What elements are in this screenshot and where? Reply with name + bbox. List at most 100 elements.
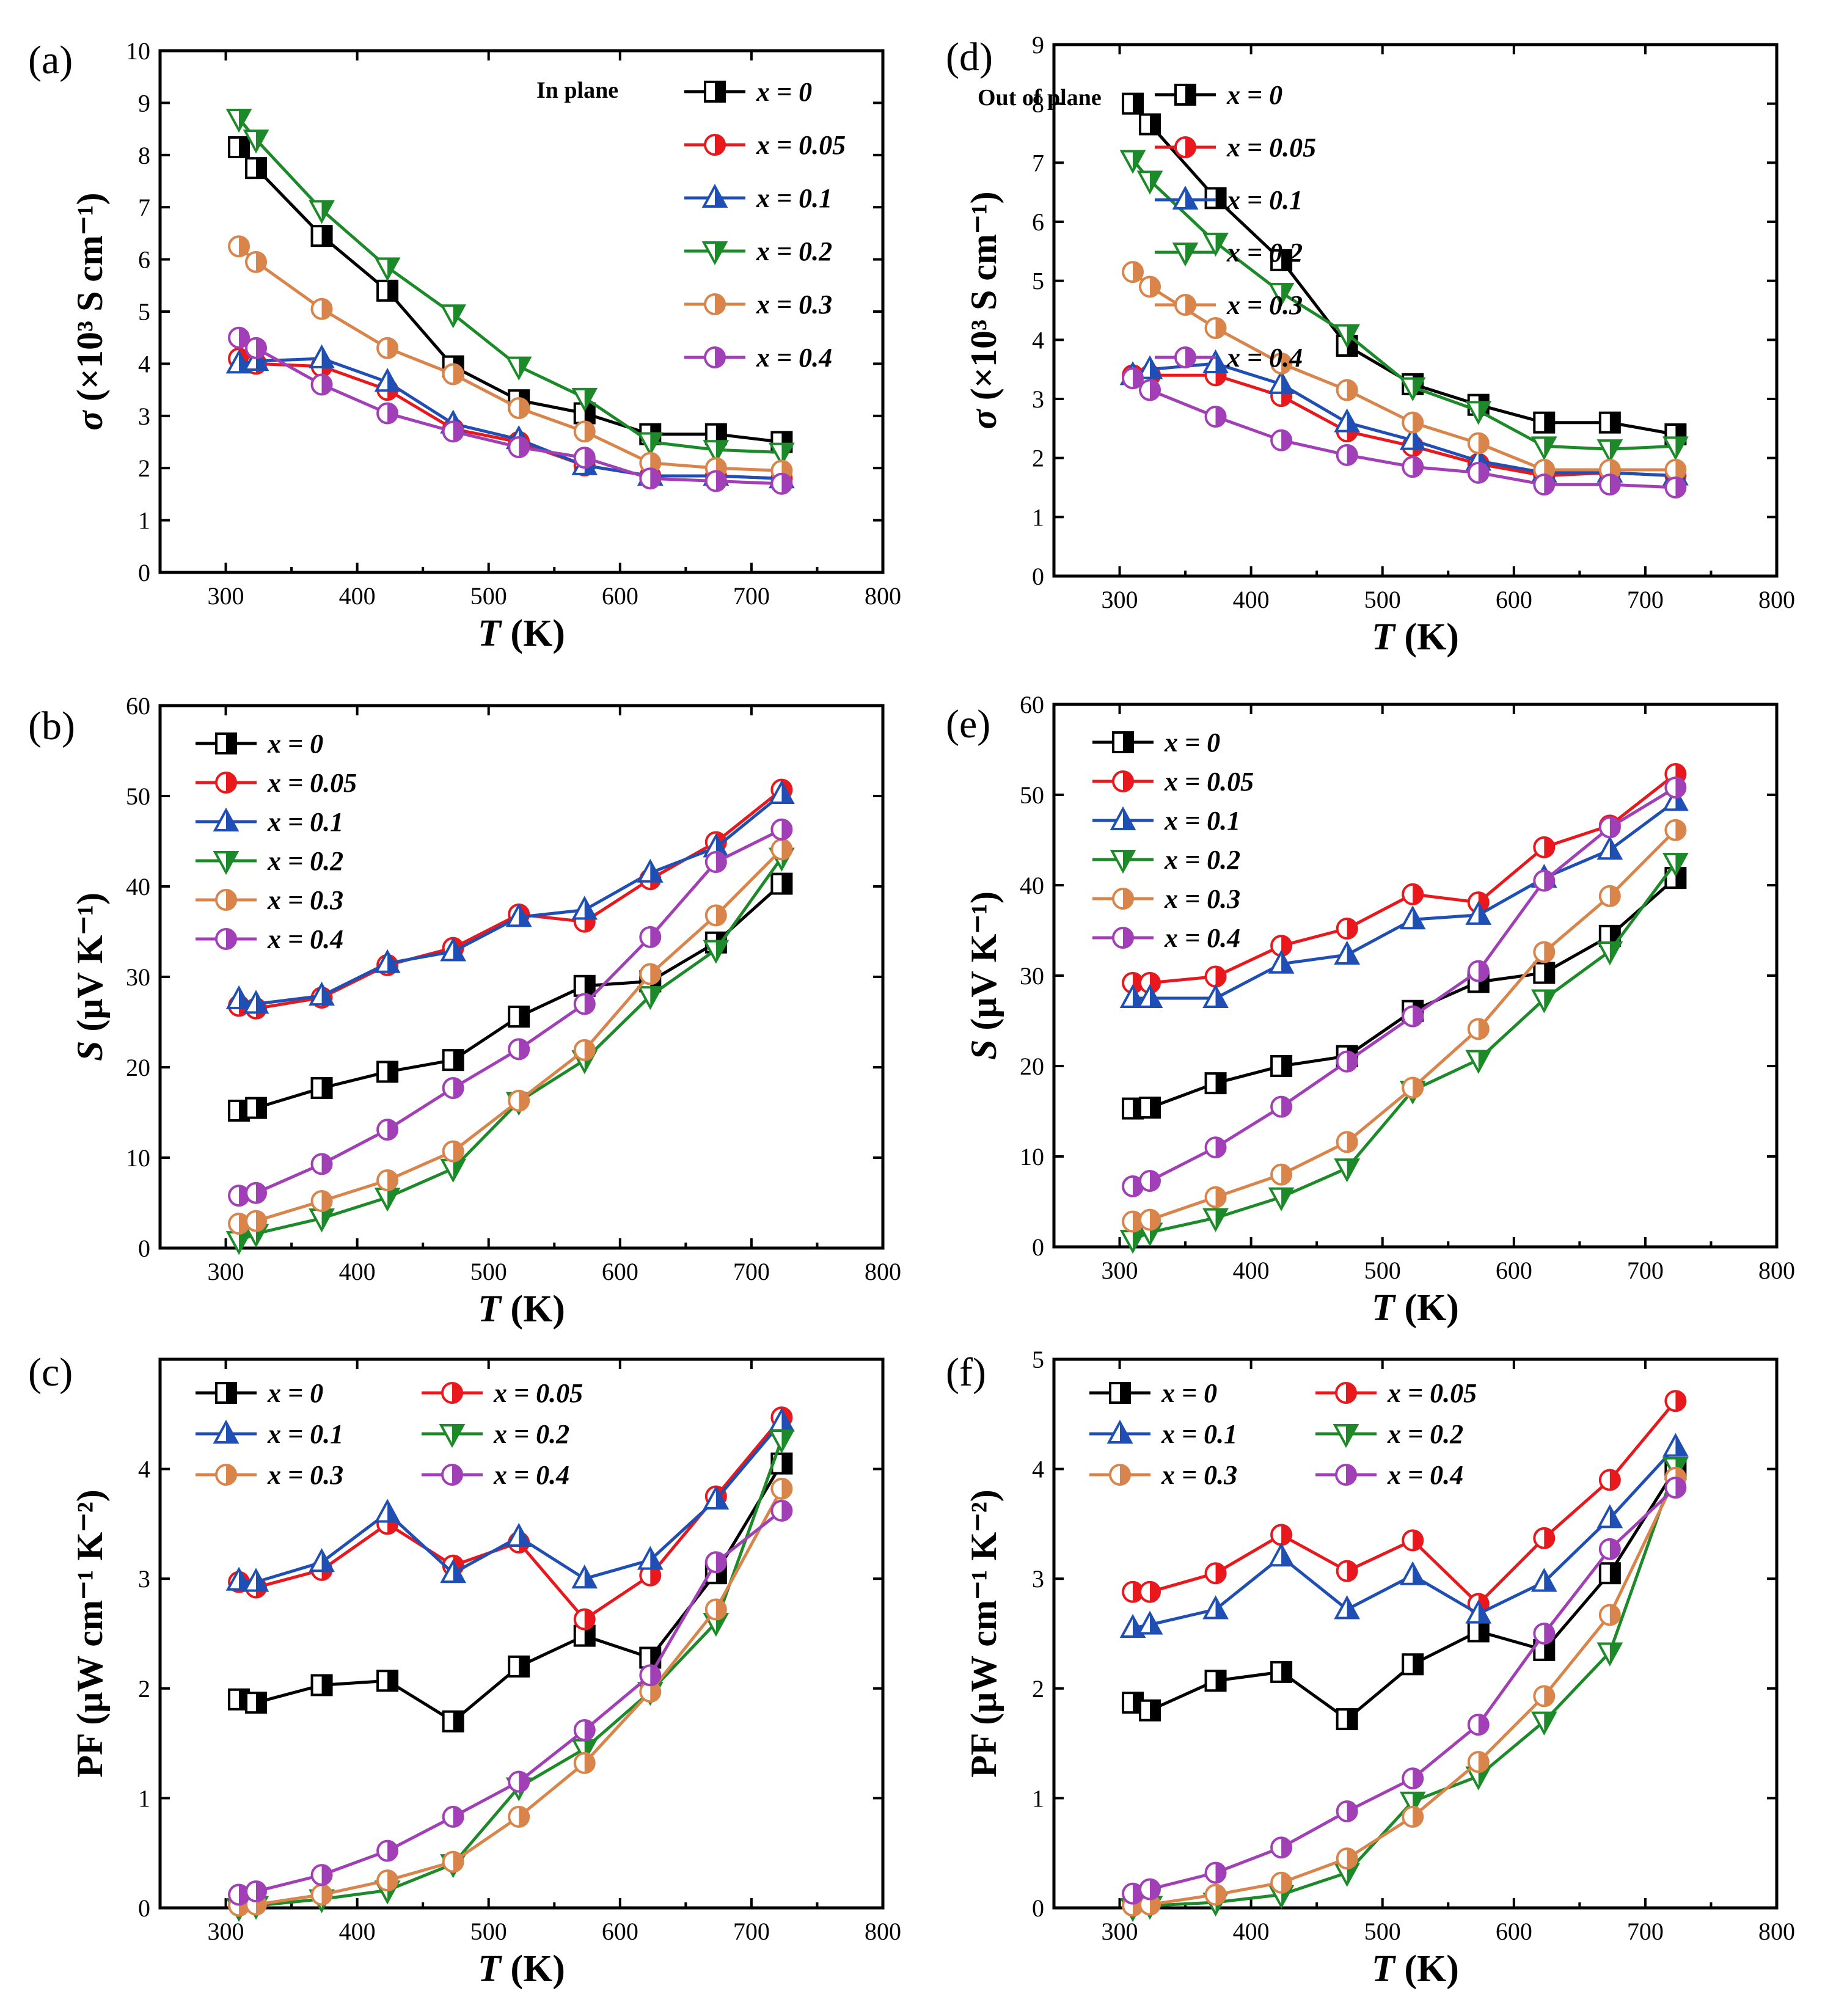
data-point [1119,1613,1146,1638]
data-point [1139,1878,1161,1901]
series-line [238,828,783,1197]
y-tick-label: 10 [126,1144,150,1172]
y-tick-label: 0 [138,1235,150,1262]
series-line [238,1488,783,1907]
legend-label: x = 0.1 [1226,185,1303,215]
y-tick-label: 30 [126,963,150,991]
data-point [376,1061,399,1083]
series-line [238,882,783,1112]
data-point [573,993,596,1015]
data-point [1598,1604,1621,1626]
series-line [238,1439,783,1910]
data-point [770,818,793,841]
legend-label: x = 0.1 [267,807,343,837]
data-point [245,250,268,273]
data-point [1268,283,1295,307]
legend-label: x = 0.2 [493,1419,569,1449]
data-point [1402,456,1424,478]
data-point [1268,1543,1295,1567]
legend-marker [1110,806,1136,830]
data-point [1596,941,1623,966]
data-point [1533,473,1556,496]
y-tick-label: 60 [1020,691,1044,718]
legend-item: x = 0 [196,1378,323,1408]
data-point [376,337,399,359]
legend-marker [1335,1464,1357,1486]
data-point [1139,1208,1161,1231]
x-tick-label: 700 [733,582,770,610]
data-point [442,363,464,385]
data-point [1533,869,1556,892]
series-line [1132,786,1677,1188]
y-tick-label: 0 [138,1894,150,1922]
legend-marker [441,1464,463,1486]
legend-marker [215,889,237,911]
y-tick-label: 1 [1032,1784,1044,1812]
data-point [243,990,269,1014]
y-tick-label: 20 [126,1054,150,1081]
chart-panel-f: (f) 300 400 500 600 700 800 0 1 2 3 4 5 T (K) PF (μW c… [946,1346,1795,1990]
data-point [1664,459,1687,481]
x-tick-label: 600 [1496,1918,1532,1945]
data-point [1533,411,1556,434]
data-point [1533,836,1556,858]
y-tick-label: 0 [138,559,150,586]
legend-marker [704,81,726,103]
legend-item: x = 0.2 [1092,845,1240,875]
y-tick-label: 2 [138,1675,150,1703]
data-point [1139,1169,1161,1192]
y-tick-label: 30 [1020,962,1044,990]
data-point [374,368,401,392]
data-point [1334,1158,1361,1183]
y-tick-label: 4 [1032,1456,1044,1483]
data-point [245,1210,268,1232]
data-point [1204,1861,1227,1884]
series-line [238,357,782,480]
series-line [238,336,782,486]
legend-label: x = 0.3 [267,885,343,915]
legend-item: x = 0 [684,77,812,107]
x-tick-label: 700 [1627,1257,1664,1284]
legend: x = 0 x = 0.05 x = 0.1 x = 0.2 x = 0.3 x = 0.… [1092,728,1254,953]
legend-item: x = 0.1 [1089,1419,1237,1449]
legend-marker [1112,731,1134,753]
panel-label: (a) [28,38,73,82]
legend-marker [1112,888,1134,910]
data-point [769,1430,795,1454]
y-tick-label: 2 [1032,1675,1044,1703]
data-point [1402,1005,1424,1028]
legend: x = 0 x = 0.05 x = 0.1 x = 0.2 x = 0.3 x = 0.… [196,1378,583,1490]
data-point [573,1039,596,1061]
series-line [238,1463,783,1723]
data-point [770,838,793,861]
data-point [1270,1836,1293,1859]
y-tick-label: 3 [138,1565,150,1593]
data-point [1402,883,1424,905]
data-point [1204,1136,1227,1159]
legend-label: x = 0.2 [267,846,343,876]
data-point [1139,276,1161,298]
legend-marker [1335,1382,1357,1404]
data-point [1533,962,1556,984]
x-tick-label: 400 [1233,586,1270,613]
x-tick-label: 700 [733,1258,770,1285]
legend-marker [1112,927,1134,949]
legend-item: x = 0.05 [1315,1378,1477,1408]
x-tick-label: 300 [208,582,244,610]
x-tick-label: 300 [1102,1918,1138,1945]
data-point [1122,92,1144,115]
data-point [310,1883,333,1906]
data-point [1467,1751,1490,1773]
y-tick-label: 1 [138,1784,150,1812]
legend-marker [213,851,240,875]
y-tick-label: 5 [1032,268,1044,295]
legend-item: x = 0.3 [684,290,832,320]
x-tick-label: 800 [865,1918,901,1945]
data-point [508,1770,530,1793]
data-point [228,1185,251,1207]
data-point [1202,1208,1229,1232]
series-x-04 [228,818,793,1207]
y-tick-label: 2 [138,455,150,482]
legend-item: x = 0.3 [1089,1460,1237,1490]
legend-label: x = 0.3 [1164,884,1240,914]
